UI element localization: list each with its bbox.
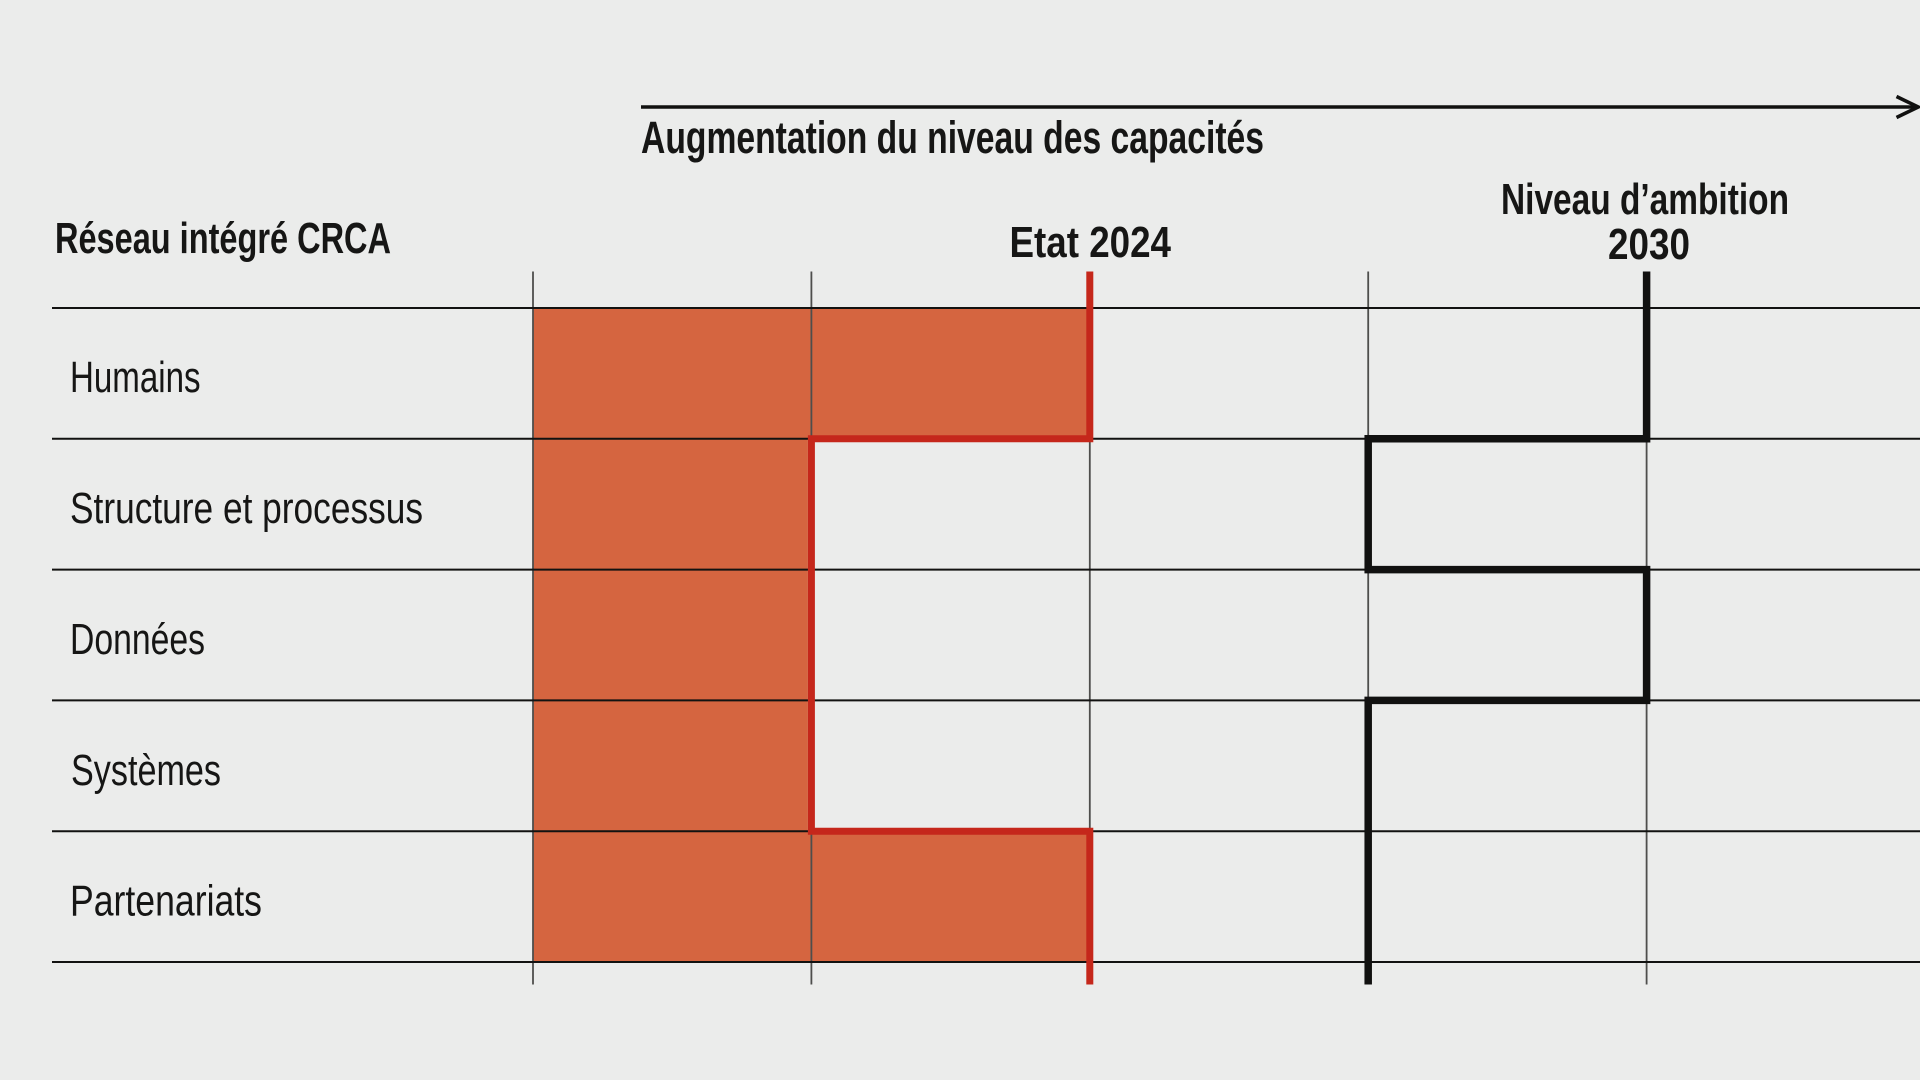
svg-text:Systèmes: Systèmes (71, 747, 221, 795)
svg-text:Humains: Humains (70, 354, 201, 402)
svg-text:Etat 2024: Etat 2024 (1010, 218, 1172, 267)
svg-text:Structure et processus: Structure et processus (70, 485, 423, 533)
svg-text:Données: Données (70, 616, 205, 664)
svg-text:Réseau intégré CRCA: Réseau intégré CRCA (55, 214, 391, 263)
svg-text:Niveau d’ambition: Niveau d’ambition (1501, 175, 1789, 224)
svg-text:Partenariats: Partenariats (70, 878, 262, 926)
svg-text:2030: 2030 (1608, 220, 1690, 269)
svg-text:Augmentation du niveau des cap: Augmentation du niveau des capacités (641, 112, 1264, 163)
